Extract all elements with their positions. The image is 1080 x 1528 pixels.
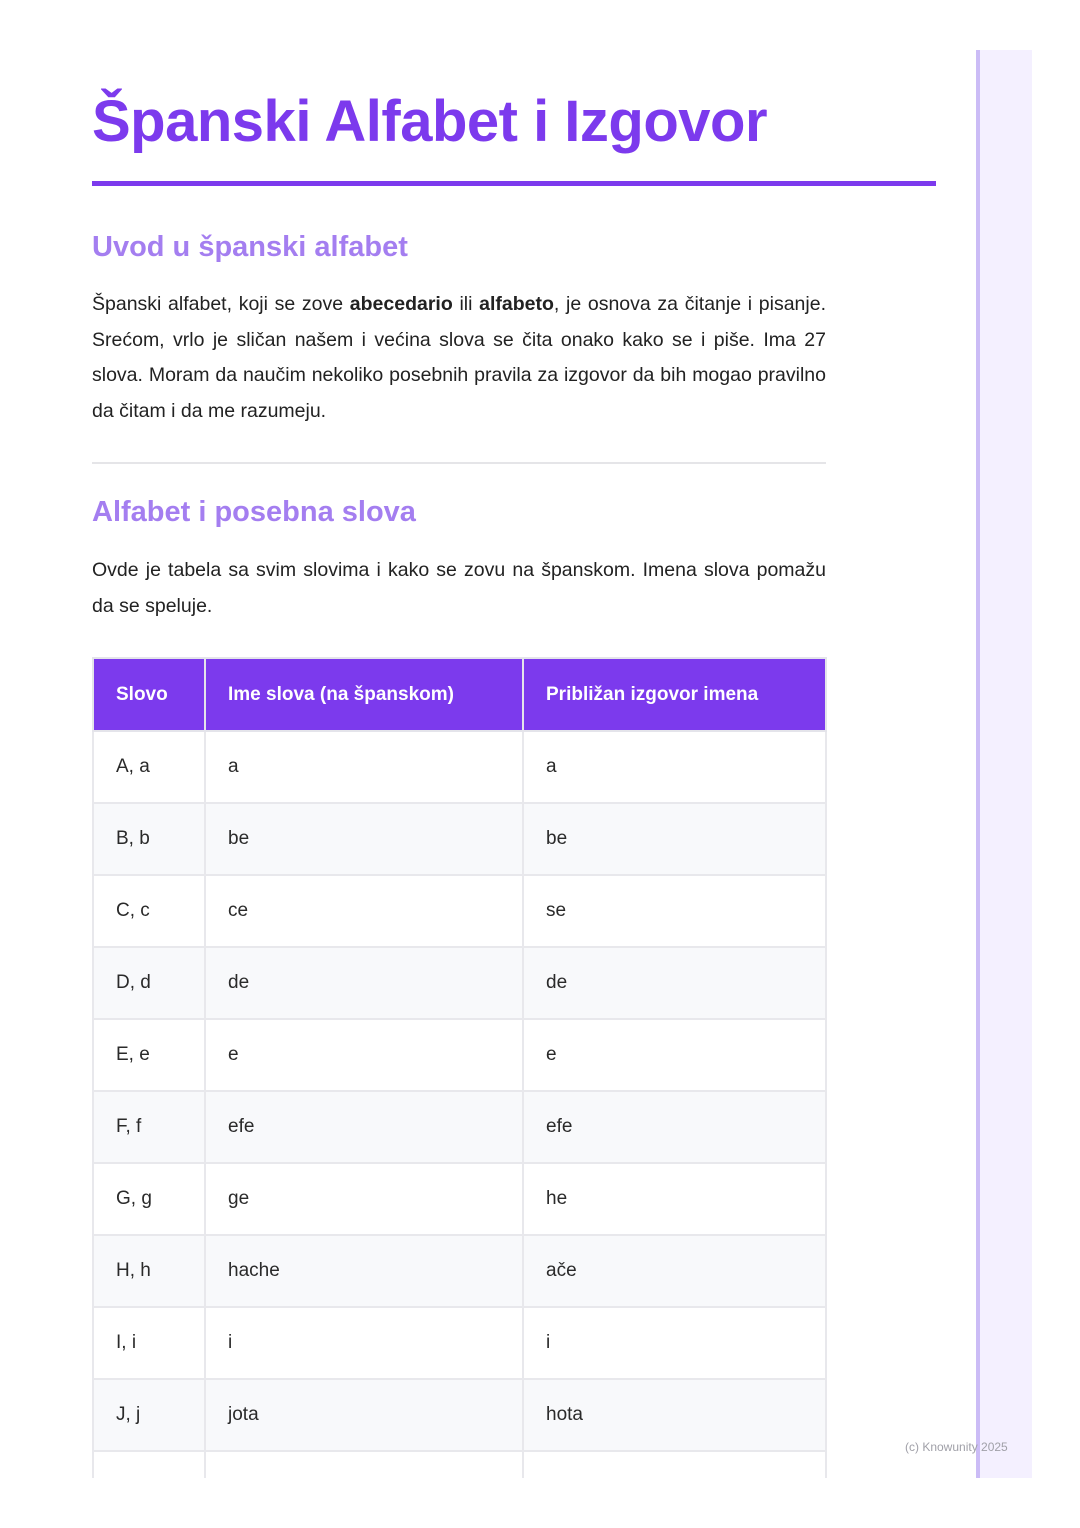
table-row: B, b be be [92, 802, 827, 876]
table-cell: hache [204, 1234, 524, 1308]
text: , je osnova za čitanje i pisanje. Srećom… [92, 293, 826, 422]
text: Španski alfabet, koji se zove [92, 293, 350, 315]
bold-term: alfabeto [479, 293, 554, 315]
table-row: F, f efe efe [92, 1090, 827, 1164]
table-cell: be [522, 802, 827, 876]
table-cell: C, c [92, 874, 206, 948]
table-row: D, d de de [92, 946, 827, 1020]
table-cell: efe [204, 1090, 524, 1164]
intro-paragraph: Španski alfabet, koji se zove abecedario… [92, 287, 826, 429]
section-heading-intro: Uvod u španski alfabet [92, 231, 408, 263]
table-cell: a [522, 730, 827, 804]
table-cell: B, b [92, 802, 206, 876]
table-cell: a [204, 730, 524, 804]
table-cell: J, j [92, 1378, 206, 1452]
page-title: Španski Alfabet i Izgovor [92, 89, 768, 154]
table-cell: E, e [92, 1018, 206, 1092]
table-row: C, c ce se [92, 874, 827, 948]
table-cell: i [522, 1306, 827, 1380]
table-row: J, j jota hota [92, 1378, 827, 1452]
bold-term: abecedario [349, 293, 453, 315]
table-cell: efe [522, 1090, 827, 1164]
table-cell [204, 1450, 524, 1478]
table-row [92, 1450, 827, 1478]
table-cell: i [204, 1306, 524, 1380]
alphabet-table: Slovo Ime slova (na španskom) Približan … [92, 657, 827, 1478]
table-cell: be [204, 802, 524, 876]
section-divider [92, 462, 826, 464]
table-header-row: Slovo Ime slova (na španskom) Približan … [92, 657, 827, 732]
column-header: Slovo [92, 657, 206, 732]
table-cell: A, a [92, 730, 206, 804]
column-header: Približan izgovor imena [522, 657, 827, 732]
section-heading-alphabet: Alfabet i posebna slova [92, 496, 416, 528]
table-cell: F, f [92, 1090, 206, 1164]
table-cell: G, g [92, 1162, 206, 1236]
table-cell: e [204, 1018, 524, 1092]
table-cell: D, d [92, 946, 206, 1020]
table-cell: he [522, 1162, 827, 1236]
table-row: H, h hache ače [92, 1234, 827, 1308]
table-cell: H, h [92, 1234, 206, 1308]
table-cell [522, 1450, 827, 1478]
table-cell: hota [522, 1378, 827, 1452]
table-row: G, g ge he [92, 1162, 827, 1236]
alphabet-paragraph: Ovde je tabela sa svim slovima i kako se… [92, 559, 826, 617]
table-cell: e [522, 1018, 827, 1092]
text: ili [452, 293, 480, 315]
table-cell: de [204, 946, 524, 1020]
document-page: Španski Alfabet i Izgovor Uvod u španski… [92, 0, 936, 1478]
table-cell: ače [522, 1234, 827, 1308]
table-cell: I, i [92, 1306, 206, 1380]
sidebar-decoration [976, 50, 1032, 1478]
table-cell: se [522, 874, 827, 948]
title-rule [92, 181, 936, 186]
table-cell: de [522, 946, 827, 1020]
table-cell: jota [204, 1378, 524, 1452]
table-cell: ge [204, 1162, 524, 1236]
table-cell: ce [204, 874, 524, 948]
column-header: Ime slova (na španskom) [204, 657, 524, 732]
copyright-footer: (c) Knowunity 2025 [905, 1440, 1008, 1454]
table-cell [92, 1450, 206, 1478]
